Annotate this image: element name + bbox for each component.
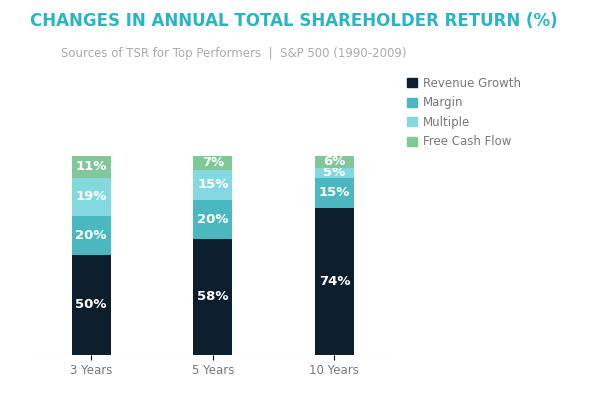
Text: 5%: 5% [323, 166, 345, 179]
Bar [193, 170, 232, 200]
Text: 20%: 20% [75, 229, 107, 242]
Text: 7%: 7% [202, 156, 224, 169]
Bar [193, 200, 232, 239]
Text: 74%: 74% [319, 275, 350, 288]
Text: 6%: 6% [323, 155, 345, 168]
Bar [72, 255, 111, 355]
Text: 19%: 19% [75, 190, 107, 203]
Bar [315, 208, 354, 355]
Bar [193, 156, 232, 170]
Bar [315, 156, 354, 168]
Legend: Revenue Growth, Margin, Multiple, Free Cash Flow: Revenue Growth, Margin, Multiple, Free C… [407, 77, 520, 148]
Text: 58%: 58% [197, 290, 229, 303]
Bar [193, 239, 232, 355]
Bar [72, 216, 111, 255]
Text: 15%: 15% [319, 186, 350, 199]
Text: 50%: 50% [75, 298, 107, 311]
Text: CHANGES IN ANNUAL TOTAL SHAREHOLDER RETURN (%): CHANGES IN ANNUAL TOTAL SHAREHOLDER RETU… [30, 12, 558, 30]
Text: 11%: 11% [75, 160, 107, 173]
Bar [72, 178, 111, 216]
Text: 15%: 15% [197, 178, 229, 191]
Bar [315, 168, 354, 178]
Bar [72, 156, 111, 178]
Text: 20%: 20% [197, 213, 229, 226]
Text: Sources of TSR for Top Performers  |  S&P 500 (1990-2009): Sources of TSR for Top Performers | S&P … [61, 47, 406, 60]
Bar [315, 178, 354, 208]
